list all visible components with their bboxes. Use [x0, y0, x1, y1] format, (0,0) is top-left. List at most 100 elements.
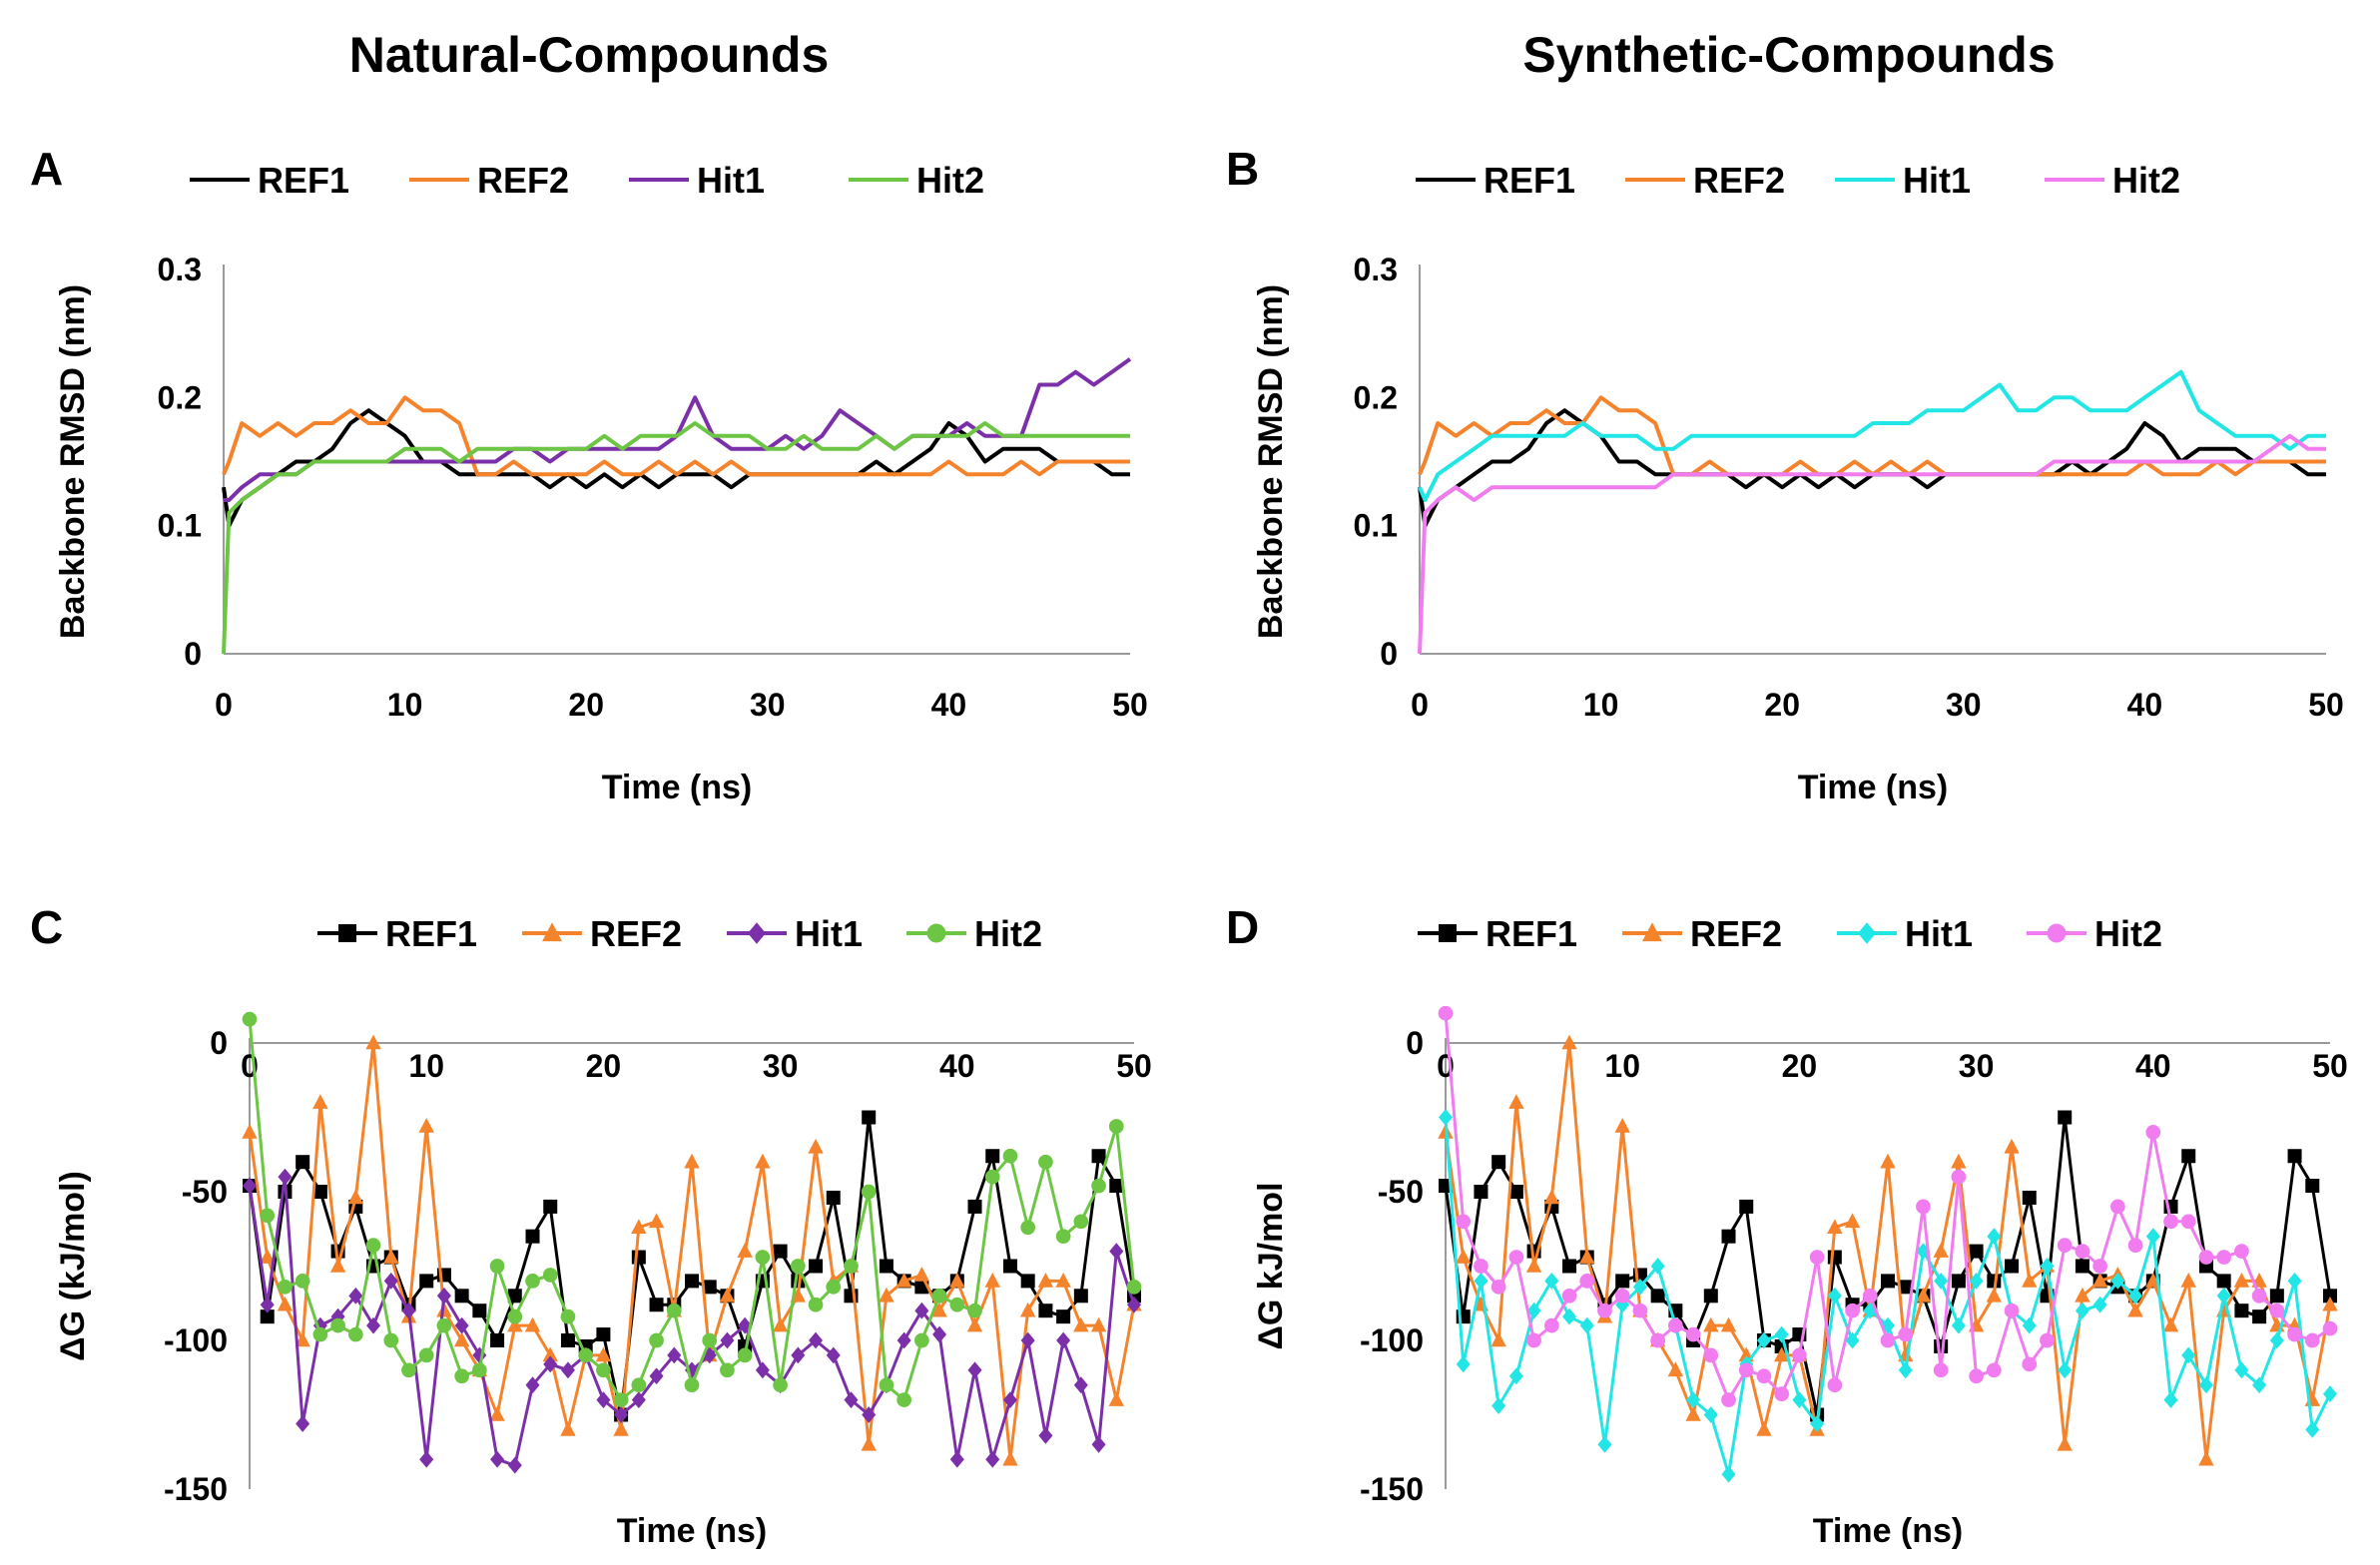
panel-d-point-ref1 [2323, 1289, 2337, 1304]
panel-c-point-ref2 [507, 1316, 523, 1332]
panel-c-point-ref2 [1108, 1391, 1124, 1406]
panel-c-point-ref2 [1037, 1273, 1054, 1288]
panel-d-point-hit1 [1792, 1391, 1807, 1408]
panel-d-series-hit2 [1438, 1005, 2338, 1407]
panel-d-legend-hit1: Hit1 [1837, 913, 1973, 954]
panel-c-point-hit2 [773, 1377, 788, 1393]
panel-c-legend-label: REF2 [590, 913, 682, 954]
panel-d-point-hit1 [1439, 1109, 1453, 1126]
panel-c-point-hit2 [737, 1347, 753, 1363]
panel-d-letter: D [1226, 901, 1259, 953]
panel-a-y-tick-label: 0.1 [158, 508, 202, 544]
panel-d-point-ref1 [2005, 1259, 2020, 1274]
panel-c-point-hit1 [667, 1346, 682, 1364]
panel-c-point-ref2 [755, 1153, 771, 1169]
panel-c-point-hit2 [260, 1208, 276, 1224]
panel-c-point-ref2 [966, 1316, 983, 1332]
panel-d-point-hit2 [2198, 1250, 2214, 1265]
panel-c-point-hit1 [1091, 1435, 1106, 1453]
panel-c-point-hit2 [489, 1259, 505, 1274]
panel-c-x-tick-label: 40 [939, 1048, 975, 1084]
panel-d-point-hit2 [1827, 1377, 1843, 1393]
panel-d-point-hit1 [1562, 1307, 1577, 1325]
panel-c-point-hit2 [755, 1250, 771, 1265]
panel-c-point-hit2 [1073, 1214, 1089, 1230]
panel-a-legend-ref2: REF2 [409, 160, 569, 201]
panel-d-point-ref1 [1650, 1289, 1665, 1304]
panel-c-point-hit2 [472, 1362, 487, 1378]
panel-a-legend-label: REF2 [477, 160, 569, 201]
panel-d-point-hit1 [1491, 1397, 1506, 1414]
panel-a-y-axis-title: Backbone RMSD (nm) [54, 284, 92, 639]
panel-b-series-ref2 [1418, 395, 2326, 477]
panel-b-line-hit1 [1418, 369, 2326, 502]
panel-b-y-tick-label: 0.2 [1354, 379, 1398, 415]
panel-c-legend-label: Hit2 [974, 913, 1042, 954]
panel-d-legend-label: REF1 [1486, 913, 1577, 954]
panel-c-point-hit2 [365, 1238, 381, 1253]
panel-c-x-tick-label: 10 [408, 1048, 444, 1084]
panel-c-point-hit1 [631, 1391, 646, 1408]
panel-d-point-hit2 [2251, 1288, 2267, 1304]
panel-c-point-hit1 [949, 1450, 964, 1468]
panel-d-point-ref1 [2305, 1179, 2320, 1194]
panel-d-point-hit2 [2269, 1303, 2285, 1318]
panel-d-x-axis-title: Time (ns) [1813, 1512, 1964, 1550]
panel-d-point-hit2 [2075, 1244, 2090, 1259]
panel-d-point-ref2 [2162, 1316, 2179, 1332]
panel-c-point-hit1 [383, 1273, 398, 1290]
panel-d-point-hit2 [2287, 1326, 2302, 1342]
panel-c-y-tick-label: -150 [164, 1471, 228, 1507]
panel-c-point-hit2 [418, 1347, 434, 1363]
panel-c-point-hit1 [985, 1450, 1000, 1468]
panel-a-legend-label: REF1 [258, 160, 349, 201]
panel-c-point-ref1 [702, 1280, 717, 1295]
panel-c-point-hit1 [614, 1406, 629, 1423]
panel-d-legend-marker [1858, 922, 1876, 944]
panel-c-point-hit2 [1038, 1154, 1053, 1170]
panel-d-point-ref2 [1880, 1153, 1896, 1169]
panel-c-point-hit2 [631, 1377, 647, 1393]
panel-c-x-tick-label: 30 [763, 1048, 799, 1084]
panel-d-point-ref1 [1739, 1199, 1754, 1214]
panel-d-point-hit2 [2304, 1332, 2320, 1348]
panel-c-point-hit1 [312, 1316, 327, 1334]
panel-b-x-tick-label: 0 [1411, 687, 1429, 723]
panel-c-legend-ref2: REF2 [522, 913, 682, 954]
panel-d-point-ref2 [1827, 1219, 1843, 1235]
panel-c-point-ref1 [543, 1199, 558, 1214]
panel-c-point-hit2 [649, 1332, 664, 1348]
panel-c-point-hit2 [1020, 1220, 1036, 1236]
panel-c-line-ref2 [248, 1041, 1136, 1461]
panel-d-x-tick-label: 50 [2312, 1048, 2348, 1084]
panel-c-point-hit2 [949, 1297, 965, 1312]
panel-b-legend-hit1: Hit1 [1835, 160, 1971, 201]
panel-d-point-hit1 [2252, 1376, 2267, 1394]
panel-c-point-hit2 [914, 1332, 929, 1348]
panel-c-point-ref1 [879, 1259, 893, 1274]
panel-d-point-ref2 [1614, 1118, 1630, 1133]
panel-c-point-ref2 [436, 1302, 452, 1317]
panel-d-point-hit2 [1756, 1368, 1772, 1384]
panel-c-point-ref1 [490, 1333, 505, 1347]
panel-c-point-ref1 [419, 1274, 434, 1289]
panel-c-point-ref2 [560, 1421, 576, 1436]
panel-d-point-hit1 [1987, 1228, 2002, 1246]
panel-c-legend-marker [542, 922, 562, 942]
panel-d-point-hit2 [1650, 1332, 1665, 1348]
panel-d-legend-label: Hit1 [1905, 913, 1973, 954]
panel-d-point-ref2 [1773, 1346, 1790, 1362]
panel-c-x-axis-title: Time (ns) [617, 1512, 768, 1550]
panel-c-point-ref1 [296, 1155, 310, 1170]
panel-c-point-hit2 [242, 1011, 258, 1027]
panel-c-point-ref1 [862, 1110, 877, 1125]
panel-a: A 0 0.1 0.2 0.3 0 10 20 30 40 50 Time (ns) Backbone … [30, 143, 1148, 806]
panel-c-point-hit1 [543, 1355, 558, 1373]
panel-a-legend-label: Hit1 [697, 160, 765, 201]
panel-c-point-hit1 [967, 1361, 982, 1379]
panel-d-point-hit1 [1650, 1258, 1665, 1275]
panel-d-point-ref2 [2057, 1435, 2073, 1451]
panel-d-point-hit1 [2058, 1361, 2073, 1379]
panel-c-legend-ref1: REF1 [317, 913, 477, 954]
